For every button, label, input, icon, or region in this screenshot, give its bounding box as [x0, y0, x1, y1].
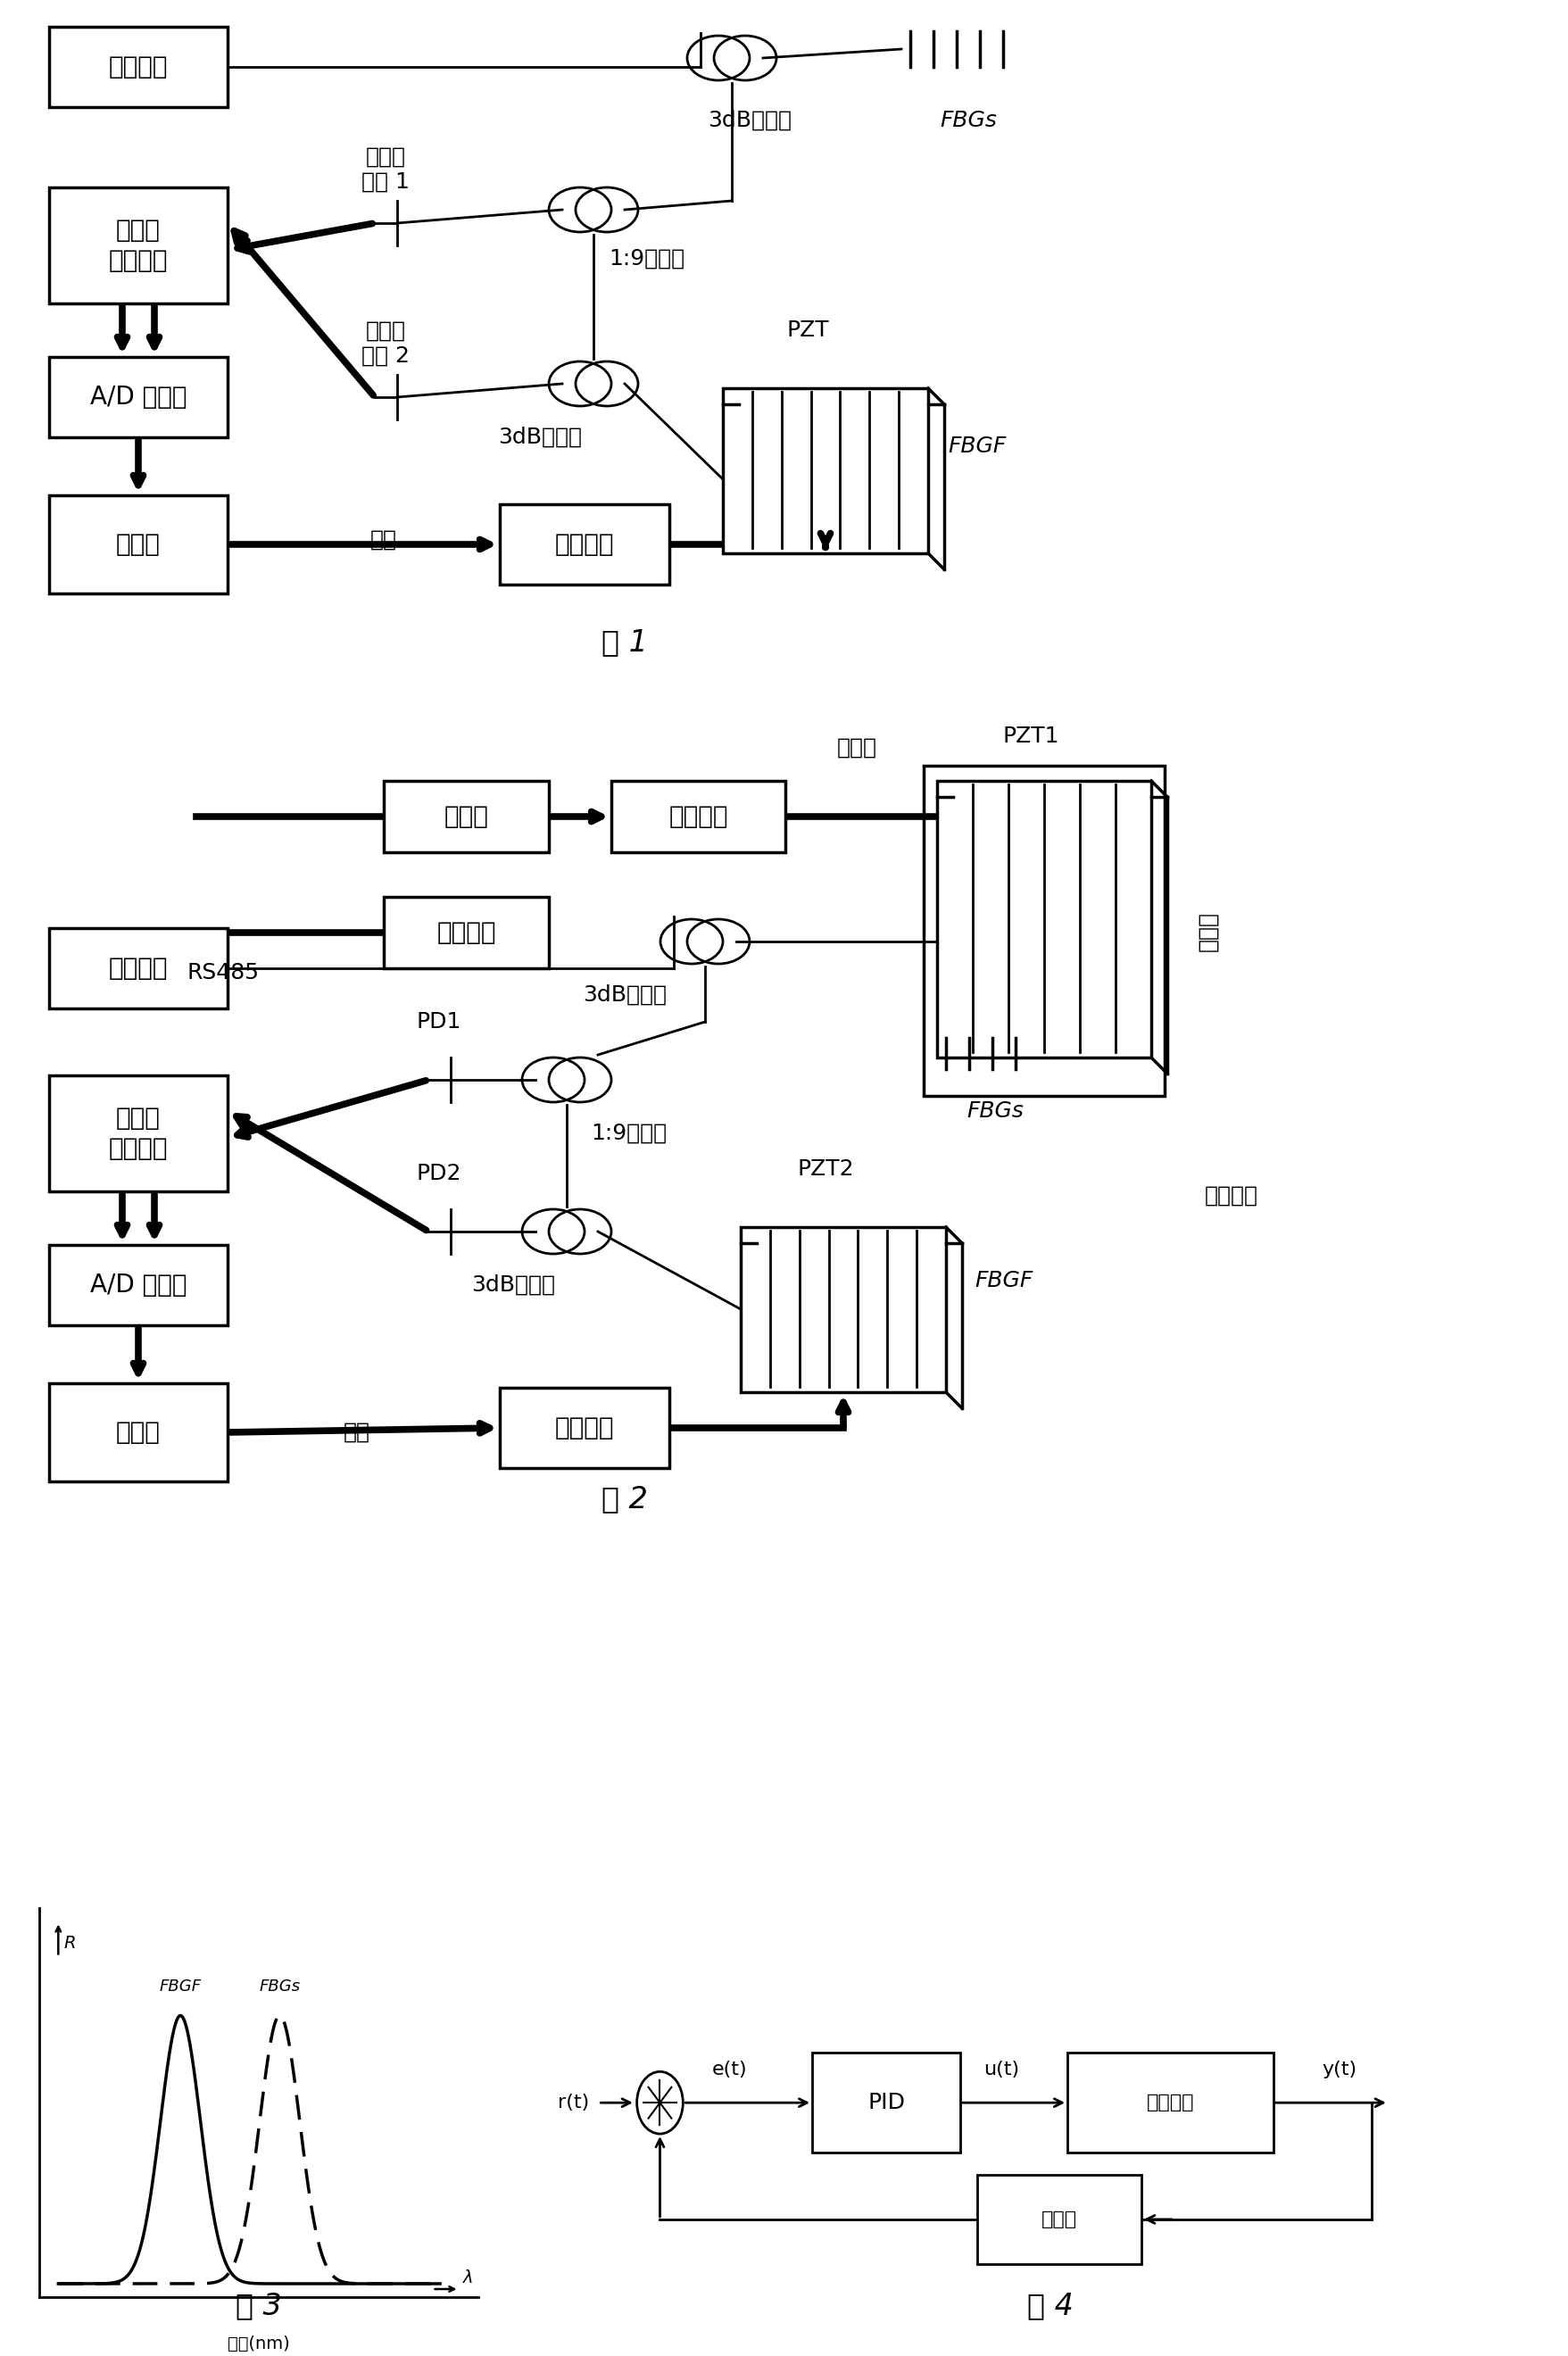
Text: FBGF: FBGF — [975, 1270, 1033, 1291]
Text: y(t): y(t) — [1322, 2062, 1356, 2078]
Text: 计算机: 计算机 — [116, 532, 160, 556]
Text: 1:9耦合器: 1:9耦合器 — [591, 1124, 666, 1145]
Text: 被控对象: 被控对象 — [1146, 2094, 1195, 2111]
FancyBboxPatch shape — [500, 1388, 670, 1468]
Text: 交流信号: 交流信号 — [1204, 1185, 1259, 1206]
Text: FBGF: FBGF — [949, 436, 1007, 457]
FancyBboxPatch shape — [384, 898, 549, 968]
FancyBboxPatch shape — [49, 188, 227, 304]
Text: FBGs: FBGs — [939, 111, 997, 132]
FancyBboxPatch shape — [612, 780, 786, 853]
FancyBboxPatch shape — [49, 26, 227, 106]
Text: 3dB耦合器: 3dB耦合器 — [472, 1275, 555, 1296]
Text: PD2: PD2 — [417, 1164, 461, 1185]
Text: PD1: PD1 — [417, 1011, 461, 1032]
Text: A/D 转换器: A/D 转换器 — [89, 384, 187, 410]
FancyBboxPatch shape — [49, 928, 227, 1008]
Text: 三通道
前置放大: 三通道 前置放大 — [108, 217, 168, 273]
Text: 3dB耦合器: 3dB耦合器 — [499, 426, 582, 448]
Text: 宽带光源: 宽带光源 — [108, 54, 168, 80]
FancyBboxPatch shape — [500, 504, 670, 584]
Text: 图 4: 图 4 — [1027, 2290, 1074, 2321]
Text: RS485: RS485 — [187, 961, 259, 982]
Text: PZT: PZT — [787, 320, 829, 342]
Text: FBGF: FBGF — [160, 1979, 201, 1993]
Text: e(t): e(t) — [712, 2062, 748, 2078]
FancyBboxPatch shape — [812, 2052, 960, 2153]
FancyBboxPatch shape — [740, 1227, 946, 1392]
Text: 并口: 并口 — [370, 530, 397, 551]
Text: FBGs: FBGs — [259, 1979, 301, 1993]
Text: 光电转
换器 2: 光电转 换器 2 — [362, 320, 409, 368]
Text: 并口: 并口 — [343, 1421, 370, 1442]
Text: 3dB耦合器: 3dB耦合器 — [583, 985, 666, 1006]
FancyBboxPatch shape — [49, 1383, 227, 1482]
Text: 驱动电源: 驱动电源 — [555, 532, 615, 556]
Text: PZT1: PZT1 — [1002, 726, 1058, 747]
FancyBboxPatch shape — [723, 389, 928, 554]
Text: 宽带光源: 宽带光源 — [108, 957, 168, 980]
FancyBboxPatch shape — [938, 780, 1151, 1058]
Text: 图 1: 图 1 — [602, 627, 648, 657]
FancyBboxPatch shape — [49, 1074, 227, 1192]
Text: 温度测量: 温度测量 — [436, 921, 495, 945]
Text: r(t): r(t) — [558, 2094, 590, 2111]
Text: A/D 转换器: A/D 转换器 — [89, 1272, 187, 1298]
Text: 三通道
前置放大: 三通道 前置放大 — [108, 1105, 168, 1162]
Text: 热电偶: 热电偶 — [837, 737, 877, 759]
Text: u(t): u(t) — [983, 2062, 1019, 2078]
Text: 温控箱: 温控箱 — [1196, 912, 1218, 952]
Text: 计算机: 计算机 — [116, 1421, 160, 1444]
Text: 图 2: 图 2 — [602, 1484, 648, 1515]
Text: R: R — [64, 1934, 77, 1951]
Text: 波长(nm): 波长(nm) — [227, 2335, 290, 2351]
FancyBboxPatch shape — [49, 1244, 227, 1324]
Text: 1:9耦合器: 1:9耦合器 — [608, 247, 685, 269]
Text: 光电转
换器 1: 光电转 换器 1 — [362, 146, 409, 193]
FancyBboxPatch shape — [49, 495, 227, 594]
FancyBboxPatch shape — [977, 2175, 1142, 2264]
Text: FBGs: FBGs — [966, 1100, 1024, 1121]
Text: PID: PID — [867, 2092, 905, 2113]
Text: 驱动电源: 驱动电源 — [555, 1416, 615, 1440]
Text: 图 3: 图 3 — [235, 2290, 282, 2321]
Text: 3dB耦合器: 3dB耦合器 — [707, 111, 792, 132]
FancyBboxPatch shape — [384, 780, 549, 853]
FancyBboxPatch shape — [49, 358, 227, 438]
FancyBboxPatch shape — [1068, 2052, 1273, 2153]
Text: PZT2: PZT2 — [797, 1159, 855, 1180]
Text: λ: λ — [463, 2269, 474, 2288]
Text: 传感器: 传感器 — [1041, 2210, 1077, 2229]
Text: 温控器: 温控器 — [444, 803, 489, 829]
Text: 温箱电源: 温箱电源 — [668, 803, 728, 829]
